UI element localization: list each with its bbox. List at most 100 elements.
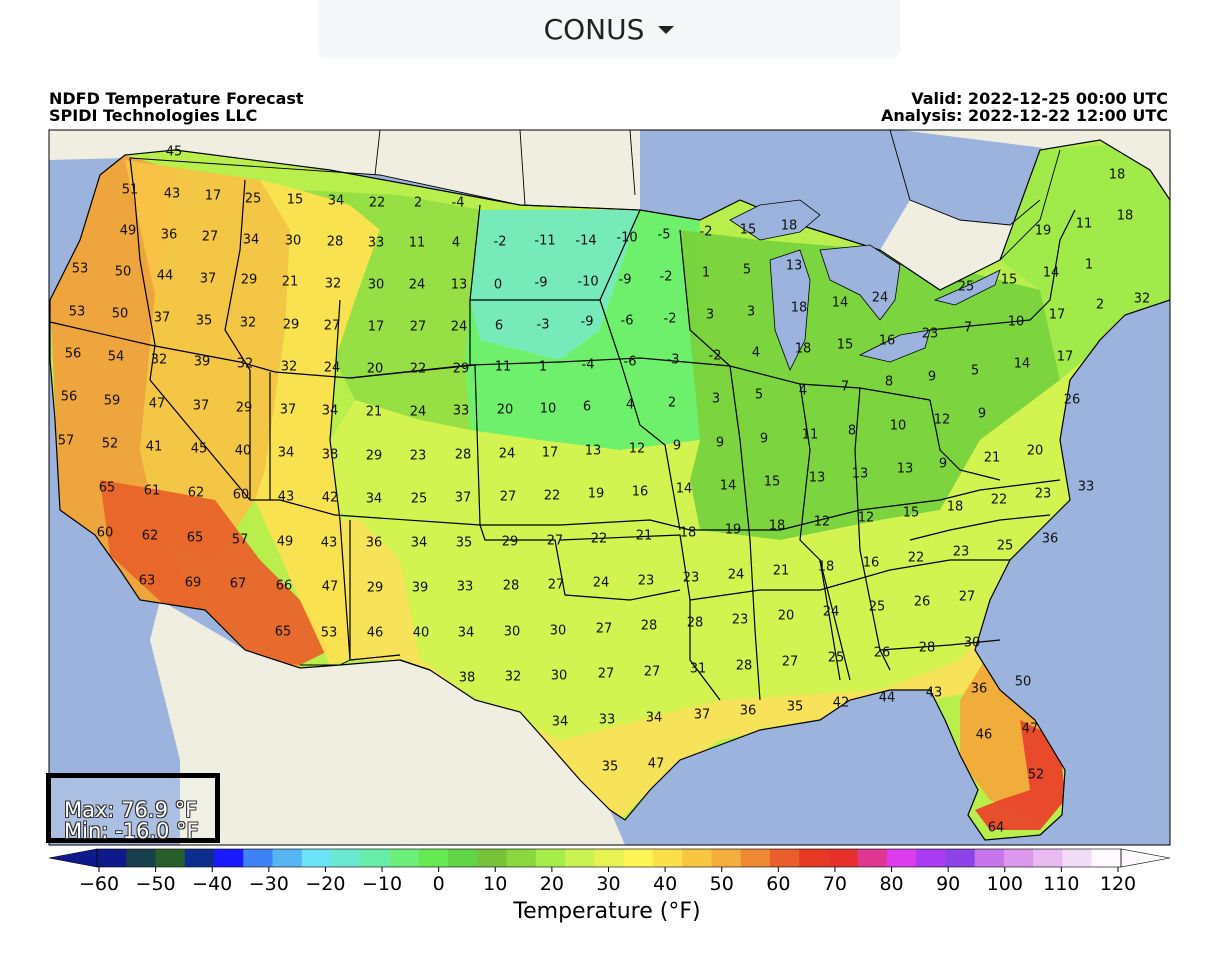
temperature-label: 27: [644, 665, 661, 680]
temperature-label: 32: [240, 316, 257, 331]
temperature-label: 14: [720, 479, 737, 494]
colorbar-segment: [272, 849, 303, 867]
state-border: [929, 399, 1001, 481]
colorbar-tick-label: 30: [596, 873, 620, 895]
temperature-label: 25: [869, 600, 886, 615]
temperature-label: 18: [769, 519, 786, 534]
lake: [769, 249, 811, 371]
temperature-label: 36: [366, 536, 383, 551]
colorbar-segment: [389, 849, 420, 867]
state-border: [479, 524, 681, 601]
temperature-label: 36: [1042, 532, 1059, 547]
colorbar: −60 −50 −40 −30 −20 −10 0 10 20 30 40 50 60 70 80 90 100…: [48, 848, 1171, 895]
temperature-label: 65: [99, 481, 116, 496]
temperature-label: 13: [585, 444, 602, 459]
temperature-label: -14: [575, 234, 596, 249]
temperature-zone: [470, 210, 640, 360]
temperature-label: 35: [196, 314, 213, 329]
temperature-label: -4: [582, 358, 595, 373]
temperature-label: 3: [706, 308, 714, 323]
temperature-label: 29: [502, 535, 519, 550]
temperature-label: 14: [1014, 357, 1031, 372]
colorbar-segment: [740, 849, 771, 867]
temperature-label: 12: [858, 511, 875, 526]
temperature-label: 47: [1022, 722, 1039, 737]
coastline: [49, 139, 1170, 841]
temperature-label: 1: [539, 360, 547, 375]
temperature-label: 57: [58, 434, 75, 449]
temperature-label: 27: [202, 230, 219, 245]
analysis-time: Analysis: 2022-12-22 12:00 UTC: [880, 106, 1168, 125]
colorbar-tick-label: 70: [823, 873, 847, 895]
temperature-label: -4: [452, 196, 465, 211]
temperature-label: -2: [664, 312, 677, 327]
temperature-label: 9: [978, 407, 986, 422]
province-border: [629, 130, 636, 196]
temperature-label: 13: [809, 471, 826, 486]
temperature-label: 20: [778, 609, 795, 624]
map-title: NDFD Temperature Forecast: [49, 89, 304, 108]
state-border: [879, 639, 1001, 651]
temperature-label: 28: [919, 641, 936, 656]
temperature-label: 18: [818, 560, 835, 575]
temperature-label: 49: [277, 535, 294, 550]
temperature-label: 59: [104, 394, 121, 409]
temperature-label: 67: [230, 577, 247, 592]
temperature-label: 21: [282, 275, 299, 290]
temperature-label: 15: [764, 475, 781, 490]
temperature-label: 16: [879, 334, 896, 349]
temperature-label: 24: [409, 278, 426, 293]
temperature-label: 60: [233, 488, 250, 503]
temperature-label: -10: [616, 231, 637, 246]
max-temp: Max: 76.9 °F: [64, 798, 198, 822]
temperature-label: 5: [971, 364, 979, 379]
colorbar-segment: [448, 849, 478, 867]
temperature-label: 28: [327, 235, 344, 250]
caret-down-icon: [658, 26, 675, 34]
colorbar-tick-label: −10: [362, 873, 402, 895]
colorbar-tick-label: 110: [1043, 873, 1079, 895]
temperature-label: 23: [922, 327, 939, 342]
temperature-label: 45: [166, 145, 183, 160]
map-frame: [48, 129, 1171, 846]
temperature-label: -10: [577, 275, 598, 290]
temperature-label: 30: [964, 636, 981, 651]
temperature-label: 2: [414, 196, 422, 211]
colorbar-segment: [945, 849, 976, 867]
temperature-label: 32: [1134, 292, 1151, 307]
colorbar-segment: [769, 849, 800, 867]
temperature-label: 27: [500, 490, 517, 505]
temperature-label: 38: [322, 448, 339, 463]
temperature-label: 2: [668, 396, 676, 411]
state-border: [909, 514, 1051, 541]
temperature-label: 34: [278, 446, 295, 461]
colorbar-tick-label: −60: [79, 873, 119, 895]
temperature-label: -2: [700, 225, 713, 240]
temperature-label: 52: [1028, 768, 1045, 783]
temperature-label: 23: [410, 449, 427, 464]
province-border: [519, 130, 526, 206]
state-border: [679, 229, 741, 441]
temperature-label: -6: [624, 355, 637, 370]
temperature-zone: [975, 720, 1065, 830]
region-selector[interactable]: CONUS: [318, 0, 900, 58]
temperature-label: 24: [499, 447, 516, 462]
temperature-label: 23: [638, 574, 655, 589]
state-border: [599, 299, 681, 531]
temperature-label: 30: [285, 234, 302, 249]
temperature-label: 27: [324, 319, 341, 334]
temperature-label: 53: [69, 305, 86, 320]
state-border: [929, 209, 1076, 331]
temperature-zone: [330, 330, 1120, 740]
temperature-label: 32: [281, 360, 298, 375]
temperature-label: 37: [193, 399, 210, 414]
temperature-label: 28: [687, 616, 704, 631]
lake: [858, 329, 931, 363]
colorbar-segment: [828, 849, 859, 867]
temperature-zone: [100, 480, 330, 665]
temperature-label: 11: [1076, 217, 1093, 232]
temperature-label: 8: [848, 424, 856, 439]
temperature-label: 30: [504, 625, 521, 640]
temperature-label: 20: [497, 403, 514, 418]
